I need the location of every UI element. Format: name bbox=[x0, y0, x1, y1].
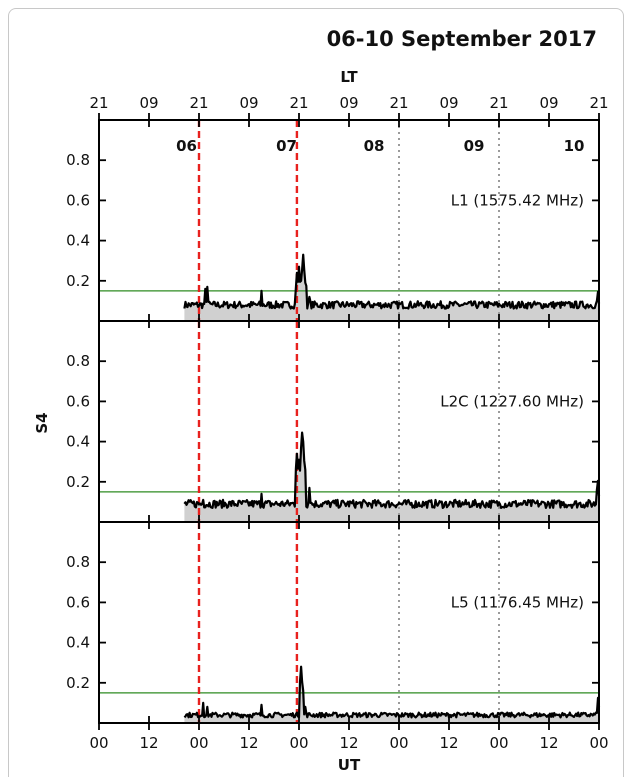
series-fill bbox=[184, 666, 599, 723]
bottom-tick-label: 00 bbox=[589, 734, 608, 752]
bottom-tick-label: 12 bbox=[439, 734, 458, 752]
figure-title: 06-10 September 2017 bbox=[327, 27, 597, 51]
s4-series-line bbox=[183, 253, 601, 310]
top-tick-label: 21 bbox=[289, 94, 308, 112]
y-tick-label: 0.4 bbox=[66, 634, 90, 652]
y-tick-label: 0.4 bbox=[66, 232, 90, 250]
y-tick-label: 0.6 bbox=[66, 191, 90, 209]
bottom-tick-label: 00 bbox=[389, 734, 408, 752]
panel-label: L1 (1575.42 MHz) bbox=[451, 191, 584, 209]
top-axis-label: LT bbox=[340, 68, 358, 86]
figure-frame bbox=[8, 8, 624, 777]
panel-label: L2C (1227.60 MHz) bbox=[440, 392, 584, 410]
bottom-tick-label: 12 bbox=[139, 734, 158, 752]
bottom-tick-label: 00 bbox=[189, 734, 208, 752]
bottom-tick-label: 12 bbox=[539, 734, 558, 752]
bottom-axis-label: UT bbox=[338, 756, 361, 774]
bottom-tick-label: 00 bbox=[489, 734, 508, 752]
y-axis-label: S4 bbox=[33, 412, 51, 433]
day-label: 10 bbox=[564, 137, 585, 155]
bottom-tick-label: 00 bbox=[289, 734, 308, 752]
bottom-tick-label: 12 bbox=[239, 734, 258, 752]
top-tick-label: 21 bbox=[589, 94, 608, 112]
top-tick-label: 09 bbox=[539, 94, 558, 112]
series-fill bbox=[184, 432, 599, 522]
top-tick-label: 09 bbox=[139, 94, 158, 112]
panel-label: L5 (1176.45 MHz) bbox=[451, 593, 584, 611]
s4-series-line bbox=[183, 665, 601, 719]
panel-1: 0.2 0.4 0.6 0.8 L1 (1575.42 MHz) 06 07 08 09 10 bbox=[66, 119, 601, 322]
y-tick-label: 0.8 bbox=[66, 352, 90, 370]
top-tick-label: 09 bbox=[239, 94, 258, 112]
s4-series-line bbox=[183, 431, 601, 509]
y-tick-label: 0.2 bbox=[66, 674, 90, 692]
bottom-tick-label: 00 bbox=[89, 734, 108, 752]
y-tick-label: 0.8 bbox=[66, 151, 90, 169]
day-label: 07 bbox=[276, 137, 297, 155]
day-label: 09 bbox=[464, 137, 485, 155]
top-tick-label: 21 bbox=[489, 94, 508, 112]
panel-2: 0.2 0.4 0.6 0.8 L2C (1227.60 MHz) bbox=[66, 320, 601, 523]
day-label: 06 bbox=[176, 137, 197, 155]
y-tick-label: 0.6 bbox=[66, 392, 90, 410]
top-tick-label: 21 bbox=[89, 94, 108, 112]
bottom-tick-label: 12 bbox=[339, 734, 358, 752]
panel-3: 0.2 0.4 0.6 0.8 L5 (1176.45 MHz) bbox=[66, 521, 601, 724]
top-tick-label: 09 bbox=[339, 94, 358, 112]
top-tick-label: 21 bbox=[389, 94, 408, 112]
day-label: 08 bbox=[364, 137, 385, 155]
top-tick-label: 21 bbox=[189, 94, 208, 112]
y-tick-label: 0.6 bbox=[66, 593, 90, 611]
series-fill bbox=[184, 254, 599, 321]
y-tick-label: 0.2 bbox=[66, 272, 90, 290]
y-tick-label: 0.2 bbox=[66, 473, 90, 491]
top-tick-label: 09 bbox=[439, 94, 458, 112]
y-tick-label: 0.8 bbox=[66, 553, 90, 571]
y-tick-label: 0.4 bbox=[66, 433, 90, 451]
